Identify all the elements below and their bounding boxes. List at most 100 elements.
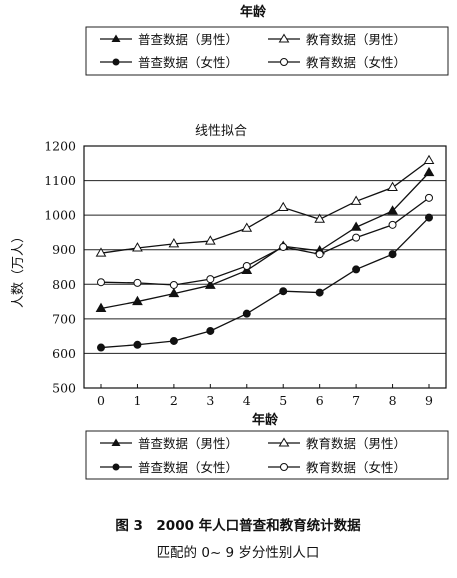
data-point <box>315 250 324 259</box>
data-point <box>133 278 142 287</box>
data-point <box>169 280 178 289</box>
series-0 <box>95 166 435 312</box>
x-axis-ticks: 0 1 2 3 4 5 6 7 8 9 <box>97 384 433 408</box>
filled-triangle-icon <box>111 438 121 446</box>
plot-frame <box>83 145 447 389</box>
grid-lines <box>84 180 446 354</box>
legend-top-item-edu-female: 教育数据（女性） <box>268 55 406 70</box>
data-point <box>279 242 288 251</box>
x-tick-label: 9 <box>425 393 433 408</box>
legend-top-item-census-male: 普查数据（男性） <box>100 32 238 47</box>
filled-circle-icon <box>112 463 120 471</box>
data-point <box>387 181 398 191</box>
data-point <box>242 261 251 270</box>
y-tick-label: 1000 <box>44 208 76 223</box>
data-point <box>206 275 215 284</box>
data-point <box>314 213 326 223</box>
legend-bottom-item-edu-male: 教育数据（男性） <box>268 436 406 451</box>
x-tick-label: 1 <box>133 393 141 408</box>
data-point <box>204 235 216 245</box>
x-tick-label: 0 <box>97 393 105 408</box>
data-point <box>132 295 143 306</box>
legend-top-label: 教育数据（女性） <box>306 55 406 70</box>
legend-bottom-label: 教育数据（男性） <box>306 436 406 451</box>
filled-triangle-icon <box>111 34 121 42</box>
y-tick-label: 500 <box>52 381 76 396</box>
x-tick-label: 3 <box>206 393 214 408</box>
open-circle-icon <box>280 58 288 66</box>
data-point <box>97 278 105 287</box>
data-point <box>206 326 215 335</box>
data-point <box>425 213 433 222</box>
y-axis-ticks: 500 600 700 800 900 1000 1100 1200 <box>44 139 76 396</box>
data-point <box>388 220 397 229</box>
data-point <box>204 279 216 289</box>
data-point <box>423 166 435 177</box>
caption-line-1: 图 3 2000 年人口普查和教育统计数据 <box>115 517 361 534</box>
data-point <box>425 193 433 202</box>
legend-top-label: 教育数据（男性） <box>306 32 406 47</box>
data-point <box>350 221 362 231</box>
y-tick-label: 1100 <box>44 173 76 188</box>
y-tick-label: 1200 <box>44 139 76 154</box>
data-point <box>279 287 288 296</box>
x-tick-label: 7 <box>352 393 360 408</box>
data-point <box>388 250 397 259</box>
y-tick-label: 900 <box>52 242 76 257</box>
series-line <box>100 159 430 254</box>
data-point <box>95 302 107 312</box>
open-circle-icon <box>280 463 288 471</box>
series-group <box>95 154 435 352</box>
data-point <box>352 265 361 274</box>
legend-bottom: 普查数据（男性） 教育数据（男性） 普查数据（女性） 教育数据（女性） <box>85 430 449 480</box>
data-point <box>168 238 180 248</box>
data-point <box>423 154 435 165</box>
x-tick-label: 5 <box>279 393 287 408</box>
legend-bottom-label: 普查数据（男性） <box>138 436 238 451</box>
caption-line-2: 匹配的 0~ 9 岁分性别人口 <box>157 545 320 561</box>
filled-circle-icon <box>112 58 120 66</box>
y-axis-label: 人数（万人） <box>11 230 26 308</box>
y-tick-label: 700 <box>52 311 76 326</box>
legend-top-label: 普查数据（女性） <box>138 55 238 70</box>
data-point <box>315 288 324 297</box>
data-point <box>169 336 178 345</box>
series-line <box>100 172 430 310</box>
legend-bottom-label: 普查数据（女性） <box>138 460 238 475</box>
data-point <box>387 205 398 215</box>
open-triangle-icon <box>278 437 290 447</box>
series-3 <box>97 193 433 289</box>
series-2 <box>97 213 433 352</box>
x-tick-label: 6 <box>316 393 324 408</box>
x-axis-label: 年龄 <box>252 412 279 428</box>
data-point <box>168 287 180 298</box>
legend-top-label: 普查数据（男性） <box>138 32 238 47</box>
data-point <box>95 247 107 257</box>
y-tick-label: 800 <box>52 277 76 292</box>
data-point <box>352 233 361 242</box>
legend-top: 普查数据（男性） 教育数据（男性） 普查数据（女性） 教育数据（女性） <box>85 26 449 76</box>
y-tick-label: 600 <box>52 346 76 361</box>
data-point <box>97 343 105 352</box>
x-tick-label: 2 <box>170 393 178 408</box>
data-point <box>133 340 142 349</box>
series-line <box>100 197 430 286</box>
data-point <box>132 242 143 252</box>
data-point <box>242 309 251 318</box>
legend-bottom-item-census-male: 普查数据（男性） <box>100 436 238 451</box>
data-point <box>277 201 289 212</box>
legend-bottom-item-edu-female: 教育数据（女性） <box>268 460 406 475</box>
legend-top-item-census-female: 普查数据（女性） <box>100 55 238 70</box>
top-xlabel: 年龄 <box>240 4 267 20</box>
open-triangle-icon <box>278 33 290 43</box>
data-point <box>350 195 362 205</box>
series-line <box>100 217 430 349</box>
legend-bottom-label: 教育数据（女性） <box>306 460 406 475</box>
x-tick-label: 8 <box>389 393 397 408</box>
x-tick-label: 4 <box>243 393 251 408</box>
data-point <box>241 222 253 232</box>
legend-bottom-item-census-female: 普查数据（女性） <box>100 460 238 475</box>
chart-title: 线性拟合 <box>195 124 247 139</box>
series-1 <box>95 154 435 257</box>
